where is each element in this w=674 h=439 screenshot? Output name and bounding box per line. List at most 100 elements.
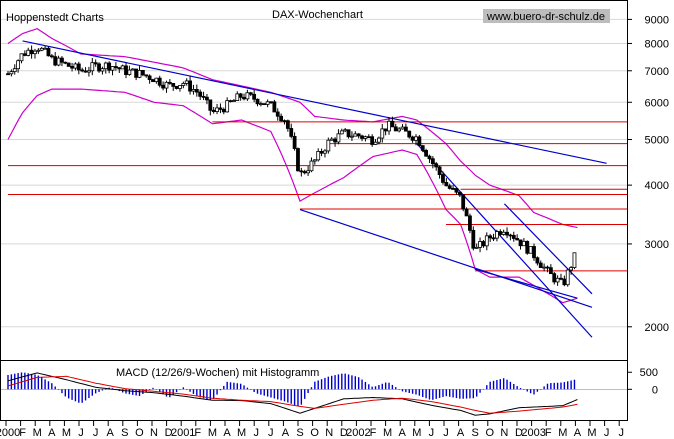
candle-body	[53, 56, 58, 66]
candle-body	[441, 174, 445, 183]
macd-histogram-bar	[357, 377, 360, 390]
candle-body	[319, 151, 324, 154]
macd-histogram-bar	[246, 387, 249, 390]
candle-body	[70, 66, 74, 69]
x-tick-label: S	[121, 427, 128, 439]
macd-histogram-bar	[314, 381, 316, 390]
macd-histogram-bar	[135, 389, 137, 396]
macd-histogram-bar	[317, 380, 319, 390]
macd-histogram-bar	[78, 389, 80, 403]
candle-body	[228, 100, 233, 103]
x-tick-label: A	[457, 427, 465, 439]
macd-histogram-bar	[540, 389, 542, 390]
candle-body	[140, 69, 145, 76]
candle-body	[491, 237, 496, 240]
candle-body	[464, 208, 469, 217]
candle-body	[336, 133, 341, 143]
y-tick-label: 9000	[645, 14, 669, 26]
macd-histogram-bar	[398, 389, 400, 390]
candle-body	[498, 231, 503, 235]
candle-body	[181, 83, 186, 86]
price-candles	[6, 45, 577, 287]
candle-body	[238, 93, 243, 98]
macd-histogram-bar	[189, 389, 191, 392]
macd-histogram-bar	[378, 385, 380, 390]
candle-body	[484, 235, 489, 247]
candle-body	[501, 231, 506, 235]
macd-histogram-bar	[499, 379, 501, 390]
candle-body	[545, 266, 550, 269]
candle-body	[427, 155, 432, 160]
macd-histogram-bar	[361, 379, 363, 390]
macd-histogram-bar	[61, 389, 63, 394]
candle-body	[447, 185, 452, 189]
macd-histogram-bar	[384, 382, 387, 390]
candle-body	[194, 89, 199, 93]
x-tick-label: M	[587, 427, 596, 439]
candle-body	[289, 128, 294, 137]
candle-body	[562, 278, 567, 286]
candle-body	[258, 103, 263, 106]
y-tick-label: 8000	[645, 38, 669, 50]
candle-body	[400, 126, 405, 130]
candle-body	[282, 120, 287, 123]
macd-histogram-bar	[37, 375, 40, 390]
macd-histogram-bar	[408, 389, 410, 393]
candle-body	[481, 241, 486, 247]
x-tick-label: J	[78, 427, 84, 439]
x-tick-label: N	[325, 427, 333, 439]
macd-histogram-bar	[347, 374, 350, 390]
macd-histogram-bar	[438, 389, 441, 398]
y-tick-label: 3000	[645, 239, 669, 251]
y-tick-label: 6000	[645, 97, 669, 109]
candle-body	[552, 273, 557, 283]
macd-histogram-bar	[560, 382, 562, 390]
candle-body	[279, 115, 284, 122]
macd-histogram-bar	[472, 389, 475, 399]
macd-histogram-bar	[236, 383, 238, 390]
x-tick-label: A	[48, 427, 56, 439]
candle-body	[49, 55, 54, 58]
candle-body	[495, 231, 499, 239]
macd-histogram-bar	[502, 378, 505, 390]
macd-histogram-bar	[10, 374, 13, 390]
trendlines	[22, 40, 607, 338]
plot-frame	[0, 0, 628, 421]
macd-histogram-bar	[148, 389, 151, 390]
macd-histogram-bar	[273, 389, 276, 399]
macd-histogram-bar	[415, 389, 417, 395]
x-tick-label: A	[223, 427, 231, 439]
candle-body	[350, 135, 354, 138]
candle-body	[130, 68, 135, 71]
macd-histogram-bar	[411, 389, 414, 394]
candle-body	[542, 266, 547, 269]
macd-histogram-bar	[553, 382, 555, 390]
candle-body	[451, 188, 455, 190]
macd-histogram-bar	[159, 389, 161, 392]
candle-body	[424, 150, 429, 157]
macd-histogram-bar	[337, 374, 340, 390]
candle-body	[147, 75, 152, 81]
candle-body	[120, 65, 125, 70]
macd-histogram-bar	[290, 389, 292, 404]
macd-histogram-bar	[567, 381, 569, 390]
macd-histogram-bar	[202, 389, 205, 399]
macd-histogram-bar	[496, 379, 498, 390]
candle-body	[154, 77, 159, 83]
candle-body	[461, 194, 466, 210]
x-tick-label: M	[237, 427, 246, 439]
macd-histogram-bar	[442, 389, 444, 397]
macd-histogram-bar	[88, 389, 90, 399]
macd-histogram-bar	[422, 389, 424, 397]
macd-histogram-bar	[341, 373, 343, 390]
x-tick-label: M	[62, 427, 71, 439]
macd-histogram-bar	[516, 386, 518, 390]
website-label[interactable]: www.buero-dr-schulz.de	[486, 11, 605, 23]
candle-body	[198, 91, 203, 97]
macd-histogram-bar	[20, 372, 23, 390]
x-tick-label: J	[253, 427, 259, 439]
x-tick-label: A	[107, 427, 115, 439]
x-tick-label: J	[268, 427, 274, 439]
macd-histogram-bar	[405, 389, 407, 393]
